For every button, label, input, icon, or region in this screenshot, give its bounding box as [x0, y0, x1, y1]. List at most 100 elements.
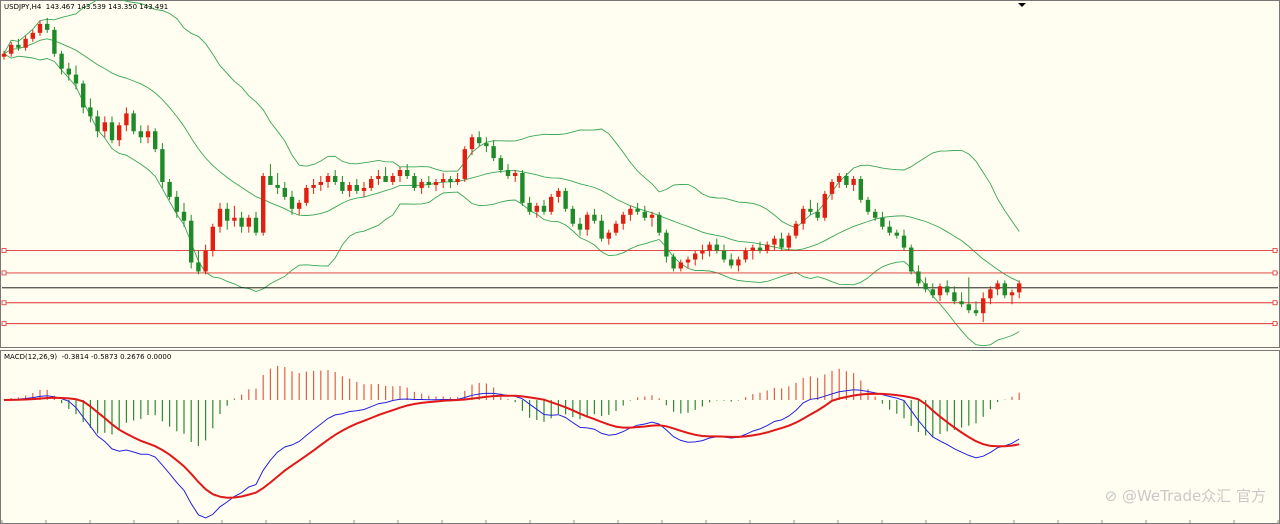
macd-histogram-bar: [464, 390, 466, 400]
macd-histogram-bar: [248, 389, 250, 400]
candle-body: [664, 232, 669, 257]
bollinger-upper-band: [3, 0, 1020, 232]
candle-body: [930, 289, 935, 296]
candle: [210, 223, 215, 257]
macd-histogram-bar: [745, 397, 747, 400]
candle: [851, 176, 856, 191]
bollinger-middle-band: [3, 38, 1020, 283]
candle-body: [232, 217, 237, 221]
candle: [592, 208, 597, 224]
candle: [916, 265, 921, 287]
candle: [527, 196, 532, 215]
macd-histogram-bar: [644, 396, 646, 400]
macd-histogram-bar: [197, 400, 199, 446]
macd-histogram-bar: [961, 400, 963, 428]
macd-histogram-bar: [701, 400, 703, 407]
macd-histogram-bar: [125, 400, 127, 423]
candle: [376, 170, 381, 185]
candle: [246, 214, 251, 233]
candle-body: [649, 214, 655, 218]
candle: [455, 173, 460, 185]
candle: [829, 178, 835, 200]
macd-histogram-bar: [385, 385, 387, 400]
macd-histogram-bar: [932, 400, 934, 438]
candle: [700, 244, 705, 260]
macd-label: MACD(12,26,9): [4, 353, 58, 361]
candle-body: [318, 181, 323, 185]
candle-body: [513, 173, 518, 176]
candle: [772, 235, 777, 251]
candle-body: [376, 176, 381, 179]
candle: [556, 187, 561, 203]
candle-body: [937, 286, 943, 296]
candle-body: [369, 178, 374, 188]
candle-body: [772, 238, 777, 245]
candle-body: [894, 232, 899, 236]
candle-body: [858, 178, 863, 200]
candle-body: [577, 223, 583, 230]
candle-body: [426, 181, 431, 185]
candle-body: [678, 262, 683, 269]
macd-histogram-bar: [111, 400, 113, 435]
candle: [354, 178, 359, 194]
candle: [225, 202, 230, 230]
candle-body: [599, 220, 604, 239]
macd-histogram-bar: [421, 393, 423, 400]
macd-histogram-bar: [118, 400, 120, 431]
macd-histogram-bar: [219, 400, 221, 415]
candle-body: [88, 107, 93, 117]
candle-body: [736, 259, 741, 266]
macd-histogram-bar: [161, 400, 163, 422]
macd-histogram-bar: [824, 374, 826, 400]
candle: [73, 65, 79, 90]
candle: [765, 241, 770, 254]
candle-body: [405, 170, 410, 176]
candle-body: [131, 113, 136, 132]
scroll-marker-icon[interactable]: [1018, 3, 1026, 7]
candle-body: [66, 68, 71, 75]
candle: [160, 143, 165, 188]
candle-body: [693, 253, 698, 260]
macd-histogram-bar: [709, 400, 711, 403]
candle: [822, 190, 827, 221]
macd-histogram-bar: [622, 400, 624, 406]
level-handle-left-1: [1, 248, 7, 253]
candle-body: [750, 247, 755, 251]
candle-body: [153, 131, 158, 150]
candle: [808, 199, 813, 215]
candle: [685, 256, 691, 269]
candle: [81, 80, 86, 114]
candle: [16, 38, 21, 51]
candle: [757, 241, 763, 254]
candle: [988, 286, 993, 305]
candle-body: [945, 286, 950, 293]
macd-indicator: [1, 365, 1279, 524]
level-handle-left-2: [1, 270, 7, 276]
macd-histogram-bar: [363, 384, 365, 400]
candle-body: [923, 283, 928, 290]
candle-body: [102, 122, 107, 132]
candle-body: [297, 202, 302, 209]
macd-histogram-bar: [471, 384, 473, 400]
candle: [541, 199, 547, 215]
candle-body: [124, 113, 129, 126]
candle: [275, 173, 280, 194]
macd-histogram-bar: [226, 400, 228, 406]
candle: [318, 176, 323, 191]
macd-histogram-bar: [809, 376, 811, 400]
candle-body: [354, 184, 359, 191]
macd-histogram-bar: [730, 400, 732, 402]
candle: [693, 250, 698, 266]
candle-body: [613, 223, 619, 233]
candle-body: [887, 226, 892, 233]
candle: [858, 176, 863, 203]
candle-body: [462, 149, 467, 179]
level-handle-left-4: [1, 300, 7, 306]
level-handle-right-5: [1272, 321, 1278, 327]
candle-body: [527, 202, 532, 212]
candle: [66, 62, 71, 81]
candle: [498, 155, 503, 174]
macd-histogram-bar: [586, 400, 588, 416]
candle: [973, 301, 979, 317]
candle: [174, 190, 179, 218]
